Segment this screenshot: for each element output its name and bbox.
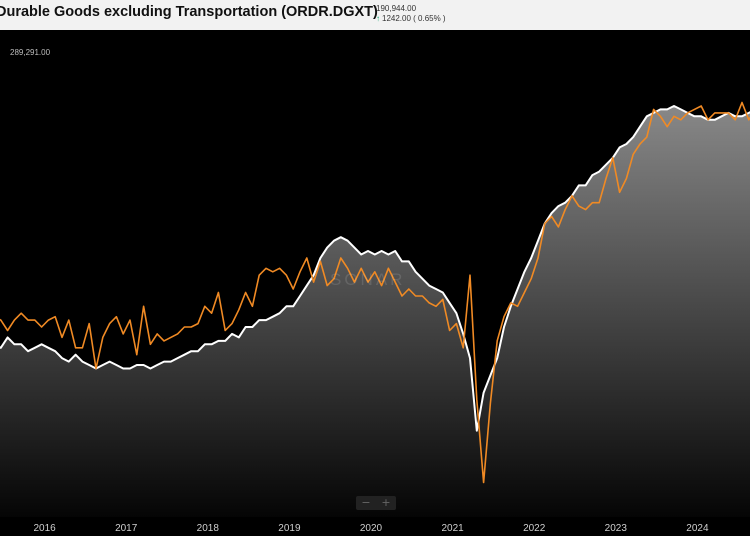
x-tick-label: 2016 bbox=[33, 523, 56, 534]
change-value: 1242.00 ( 0.65% ) bbox=[382, 14, 446, 23]
chart-title: Durable Goods excluding Transportation (… bbox=[0, 4, 378, 20]
x-tick-label: 2019 bbox=[278, 523, 301, 534]
trend-area-fill bbox=[0, 106, 750, 517]
x-tick-label: 2017 bbox=[115, 523, 138, 534]
max-value-label: 289,291.00 bbox=[10, 48, 51, 57]
zoom-control: − + bbox=[356, 496, 396, 510]
up-arrow-icon: ↑ bbox=[376, 14, 380, 23]
x-tick-label: 2022 bbox=[523, 523, 546, 534]
chart-header: Durable Goods excluding Transportation (… bbox=[0, 0, 750, 30]
x-tick-label: 2023 bbox=[605, 523, 628, 534]
x-tick-label: 2024 bbox=[686, 523, 709, 534]
last-value: 190,944.00 bbox=[376, 4, 417, 13]
x-tick-label: 2020 bbox=[360, 523, 383, 534]
change-readout: ↑ 1242.00 ( 0.65% ) bbox=[376, 14, 446, 23]
orders-series-line bbox=[0, 101, 750, 484]
watermark-text: SONAR bbox=[330, 270, 406, 289]
trend-series-line bbox=[0, 105, 750, 432]
zoom-out-button[interactable]: − bbox=[361, 496, 371, 509]
x-tick-label: 2021 bbox=[441, 523, 464, 534]
x-tick-label: 2018 bbox=[197, 523, 220, 534]
zoom-in-button[interactable]: + bbox=[381, 496, 391, 509]
